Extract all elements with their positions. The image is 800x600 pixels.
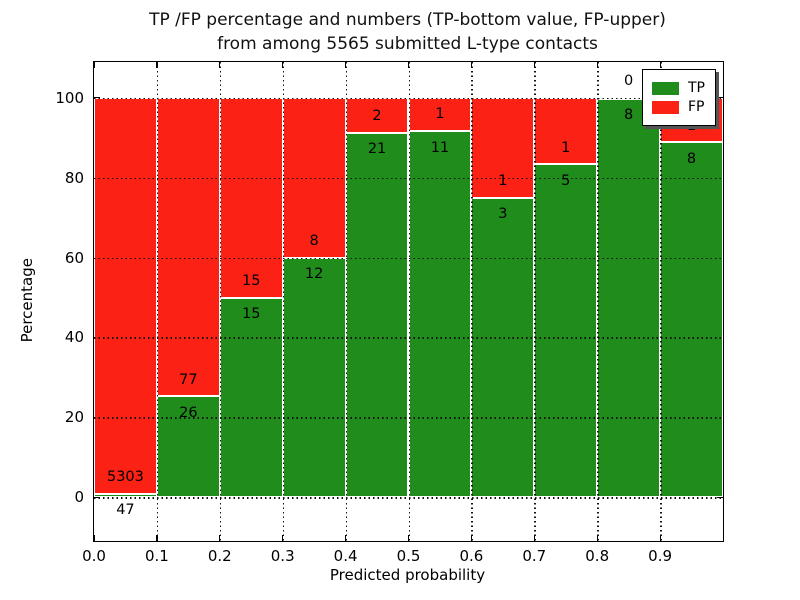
x-tick-label: 0.5 xyxy=(396,547,421,565)
tp-bar-segment xyxy=(94,493,157,498)
tp-count-label: 5 xyxy=(561,173,571,190)
x-tick-label: 0.0 xyxy=(82,547,106,565)
fp-legend-label: FP xyxy=(688,99,705,115)
legend-item-fp: FP xyxy=(652,99,705,115)
tp-bar-segment xyxy=(219,297,283,498)
x-tick-label: 0.4 xyxy=(333,547,358,565)
tp-count-label: 15 xyxy=(242,306,261,323)
vertical-gridline xyxy=(534,62,536,541)
tp-count-label: 8 xyxy=(686,151,697,168)
vertical-gridline xyxy=(219,62,222,541)
chart-title-line2: from among 5565 submitted L-type contact… xyxy=(217,34,598,54)
y-tick-label: 100 xyxy=(55,88,84,107)
tp-legend-label: TP xyxy=(688,80,705,96)
fp-count-label: 1 xyxy=(498,172,508,189)
tp-bar-segment xyxy=(534,164,598,498)
vertical-gridline xyxy=(597,62,599,541)
fp-bar-segment xyxy=(219,97,283,298)
tp-count-label: 12 xyxy=(304,266,324,283)
y-axis-label-wrap: Percentage xyxy=(16,61,38,540)
y-tick-label: 20 xyxy=(64,408,84,427)
y-tick-label: 0 xyxy=(74,488,84,507)
tp-bar-segment xyxy=(597,97,661,498)
y-axis-label: Percentage xyxy=(18,258,36,343)
y-tick-label: 40 xyxy=(64,328,84,347)
tp-count-label: 21 xyxy=(367,141,387,158)
x-tick-label: 0.8 xyxy=(585,547,610,565)
chart-title-line1: TP /FP percentage and numbers (TP-bottom… xyxy=(149,10,666,30)
tp-bar-segment xyxy=(156,396,220,498)
fp-count-label: 2 xyxy=(372,107,382,124)
vertical-gridline xyxy=(345,62,348,541)
vertical-gridline xyxy=(471,62,473,541)
legend-item-tp: TP xyxy=(652,80,705,96)
vertical-gridline xyxy=(282,62,285,541)
tp-bar-segment xyxy=(408,131,472,498)
x-tick-mark xyxy=(93,535,95,541)
fp-count-label: 15 xyxy=(242,272,261,289)
tp-count-label: 47 xyxy=(116,502,135,519)
chart-title: TP /FP percentage and numbers (TP-bottom… xyxy=(93,8,722,56)
x-tick-label: 0.2 xyxy=(207,547,232,565)
x-tick-mark-top xyxy=(93,62,95,68)
vertical-gridline xyxy=(660,62,662,541)
tp-bar-segment xyxy=(660,142,723,498)
fp-bar-segment xyxy=(156,97,220,397)
legend: TP FP xyxy=(642,69,716,126)
tp-count-label: 26 xyxy=(179,405,198,422)
fp-count-label: 0 xyxy=(624,73,634,90)
fp-bar-segment xyxy=(471,97,535,198)
tp-bar-segment xyxy=(345,132,409,498)
fp-count-label: 77 xyxy=(179,371,198,388)
x-axis-label: Predicted probability xyxy=(329,566,486,584)
plot-area: TP FP 53034777261515812221111131508180.0… xyxy=(55,61,724,565)
vertical-gridline xyxy=(156,62,159,541)
fp-legend-swatch xyxy=(652,100,679,114)
x-tick-label: 0.3 xyxy=(270,547,295,565)
tp-bar-segment xyxy=(282,257,346,498)
tp-count-label: 11 xyxy=(430,139,450,156)
y-tick-label: 80 xyxy=(64,168,84,187)
y-tick-label: 60 xyxy=(64,248,84,267)
x-tick-label: 0.9 xyxy=(648,547,673,565)
x-tick-label: 0.1 xyxy=(144,547,169,565)
tp-legend-swatch xyxy=(652,81,679,95)
tp-bar-segment xyxy=(471,197,535,498)
fp-count-label: 5303 xyxy=(106,468,144,485)
vertical-gridline xyxy=(408,62,410,541)
fp-bar-segment xyxy=(94,97,157,494)
fp-count-label: 1 xyxy=(561,139,571,156)
x-tick-label: 0.7 xyxy=(522,547,547,565)
tp-count-label: 8 xyxy=(624,106,634,123)
x-tick-label: 0.6 xyxy=(459,547,484,565)
fp-count-label: 8 xyxy=(309,232,319,249)
fp-count-label: 1 xyxy=(435,106,445,123)
tp-count-label: 3 xyxy=(498,206,508,223)
